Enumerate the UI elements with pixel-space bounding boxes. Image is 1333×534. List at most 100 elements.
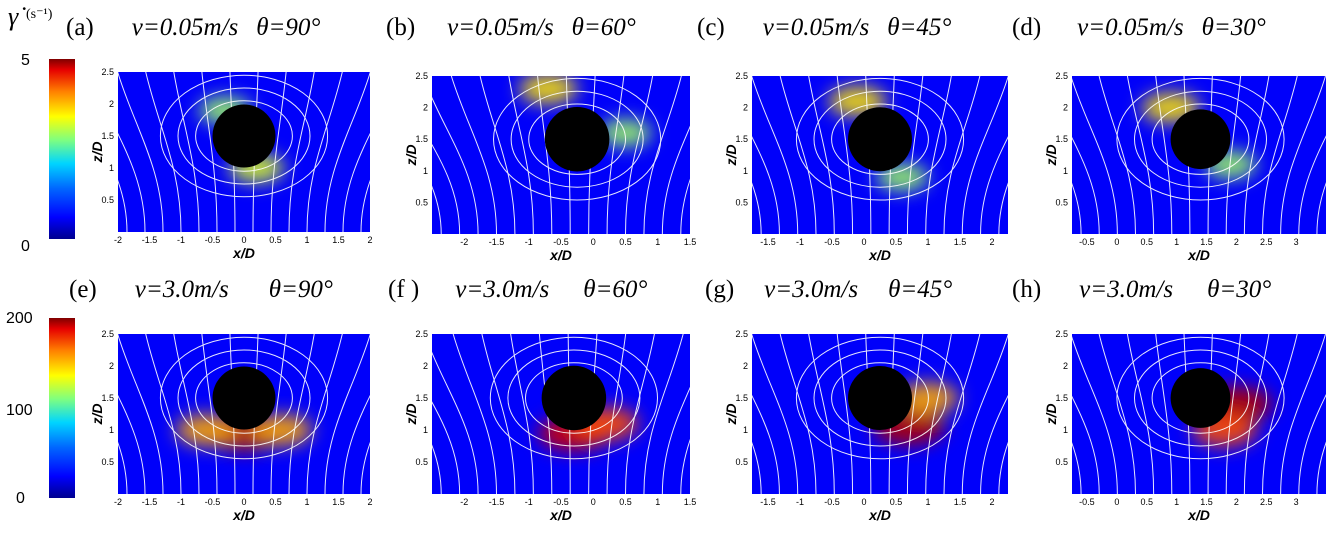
streamline [1072,136,1100,234]
streamline [360,441,370,494]
y-axis-label: z/D [403,404,419,426]
streamline [625,334,655,494]
streamlines [752,334,1008,494]
y-tick-label: 0.5 [415,457,428,467]
x-tick-label: 1 [1174,237,1179,247]
plot-area [1072,334,1326,494]
y-tick-label: 1.5 [735,134,748,144]
y-tick-label: 1 [423,166,428,176]
streamline [680,178,690,234]
y-tick-label: 1 [743,166,748,176]
x-tick-label: 0.5 [1140,497,1153,507]
x-tick-label: 1.5 [954,497,967,507]
colorbar-bottom-min: 0 [16,490,25,507]
x-tick-label: -1 [796,237,804,247]
streamline [432,351,479,494]
streamline [808,76,835,234]
x-axis-label: x/D [868,247,891,263]
streamline [1298,135,1326,234]
streamline [432,401,461,494]
x-tick-label: 0.5 [1140,237,1153,247]
streamline-loop [524,362,623,434]
x-tick-label: -1.5 [760,497,776,507]
y-tick-label: 0.5 [1055,197,1068,207]
y-tick-label: 2 [109,99,114,109]
streamline-loop [195,362,293,434]
streamline-loop [1151,103,1250,175]
y-tick-label: 2 [1063,103,1068,113]
streamline [752,334,799,494]
streamline [961,76,1008,234]
x-tick-label: 0.5 [890,497,903,507]
x-tick-label: 1 [655,237,660,247]
cylinder [1170,368,1231,428]
streamline [288,334,315,494]
y-tick-label: 1 [423,425,428,435]
y-tick-label: 2 [1063,361,1068,371]
streamline-loop [528,103,627,175]
x-tick-label: 1 [925,237,930,247]
cylinder [212,366,276,430]
streamline [118,334,164,494]
streamline-loop [195,100,293,172]
streamline [752,441,762,494]
streamline [661,125,690,234]
x-tick-label: 0 [861,497,866,507]
streamline [1072,395,1100,494]
streamline [1262,334,1298,494]
streamline [450,76,497,234]
panel-d: -0.5 0 0.5 1 1.5 2 2.5 3 0.5 1 1.5 2 2.5 x/D z/D [1043,71,1326,263]
y-tick-label: 1 [109,425,114,435]
panel-title-d: (d) v=0.05m/s θ=30° [1012,14,1266,41]
x-axis-label: x/D [232,245,255,261]
y-tick-label: 1.5 [415,393,428,403]
y-tick-label: 2.5 [735,329,748,339]
streamline [173,72,200,232]
x-tick-label: -0.5 [1079,497,1095,507]
x-tick-label: -2 [460,237,468,247]
y-tick-label: 2 [423,361,428,371]
shear-rate-symbol: γ̇ [8,2,19,31]
x-tick-label: 0.5 [890,237,903,247]
streamline [118,394,146,494]
axes: -2 -1.5 -1 -0.5 0 0.5 1 1.5 0.5 1 1.5 2 2.5 [415,329,696,507]
streamline [1225,334,1242,494]
y-tick-label: 1.5 [735,393,748,403]
y-tick-label: 1.5 [1055,134,1068,144]
y-tick-label: 1.5 [415,134,428,144]
x-tick-label: 1.5 [1200,497,1213,507]
streamline-loop [795,77,965,201]
streamline [906,76,924,234]
axes: -2 -1.5 -1 -0.5 0 0.5 1 1.5 2 0.5 1 1.5 2 2.5 [101,67,372,245]
y-tick-label: 2.5 [415,71,428,81]
panel-title-f: (f ) v=3.0m/s θ=60° [388,276,648,303]
y-tick-label: 1.5 [1055,393,1068,403]
x-tick-label: -1 [525,497,533,507]
panel-f: -2 -1.5 -1 -0.5 0 0.5 1 1.5 0.5 1 1.5 2 2.5 x/D z/D [403,329,696,523]
streamline [836,76,854,234]
streamline [661,386,690,494]
y-tick-label: 2.5 [101,329,114,339]
streamline-loop [507,349,641,447]
streamline-loop [489,336,658,460]
plot-area [1072,76,1326,234]
y-tick-label: 0.5 [735,457,748,467]
streamline [1072,336,1118,494]
x-tick-label: -0.5 [824,237,840,247]
y-tick-label: 2 [743,361,748,371]
streamline-loop [1133,90,1267,188]
hot-spot [251,414,313,446]
streamline [145,334,182,494]
y-tick-label: 2.5 [415,329,428,339]
y-tick-label: 0.5 [415,197,428,207]
y-axis-label: z/D [403,145,419,167]
streamline [643,334,684,494]
streamline [1072,182,1082,234]
x-axis-label: x/D [549,507,572,523]
streamline [1155,334,1173,494]
streamline [432,444,442,494]
x-tick-label: 1.5 [332,497,345,507]
colorbar-bottom-mid: 100 [6,402,33,419]
streamline [432,185,442,234]
panel-a: -2 -1.5 -1 -0.5 0 0.5 1 1.5 2 0.5 1 1.5 2 2.5 x/D z/D [89,67,373,261]
